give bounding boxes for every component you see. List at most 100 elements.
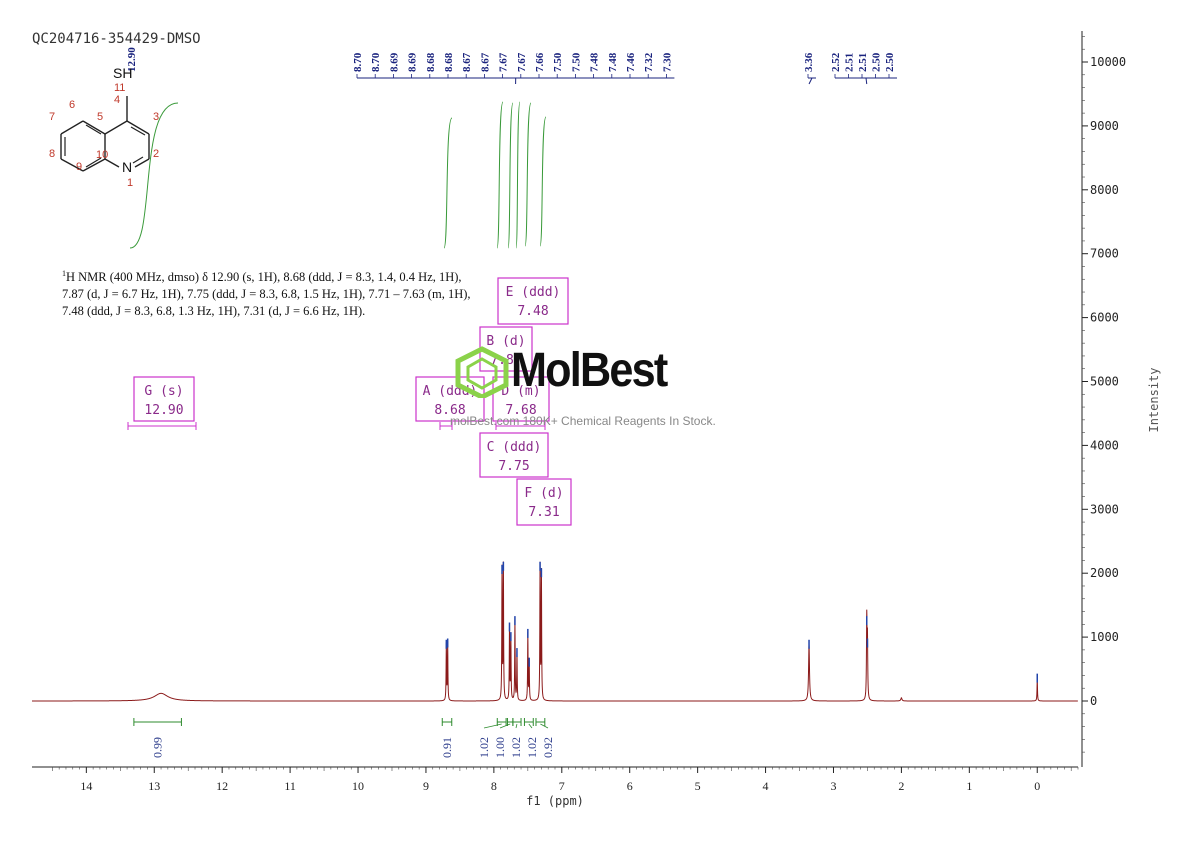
x-tick-label: 6 — [627, 779, 633, 793]
atom-number: 10 — [96, 149, 108, 161]
integral-leader — [483, 723, 502, 729]
peak-label: 8.69 — [388, 52, 400, 72]
structure-heteroatom: N — [122, 159, 132, 175]
x-tick-label: 0 — [1034, 779, 1040, 793]
multiplet-shift: 7.48 — [517, 304, 548, 319]
double-bond — [85, 157, 102, 168]
y-tick-label: 6000 — [1090, 311, 1119, 325]
x-tick-label: 14 — [80, 779, 92, 793]
multiplet-name: C (ddd) — [487, 440, 542, 455]
bond — [82, 158, 106, 172]
atom-number: 1 — [127, 177, 133, 189]
spectrum-line — [32, 561, 1078, 702]
peak-label-connector — [808, 77, 813, 85]
x-tick-label: 12 — [216, 779, 228, 793]
y-tick-label: 2000 — [1090, 566, 1119, 580]
integral-value: 0.91 — [440, 737, 454, 758]
peak-label: 7.50 — [570, 52, 582, 72]
integral-curve — [507, 102, 514, 249]
multiplet-label: D (m) 7.68 — [492, 376, 550, 430]
peak-label: 7.46 — [625, 52, 637, 72]
bond — [60, 120, 84, 135]
multiplet-name: E (ddd) — [506, 285, 561, 300]
peak-label: 8.70 — [370, 52, 382, 72]
peak-label: 2.51 — [844, 53, 856, 72]
multiplet-box — [516, 478, 572, 526]
bond — [82, 120, 106, 135]
peak-label-group-aromatic: 8.70 8.70 8.69 8.69 8.68 8.68 8.67 8.67 7.67 7.67… — [352, 52, 675, 85]
atom-number: 6 — [69, 99, 75, 111]
x-tick-label: 1 — [966, 779, 972, 793]
peak-label: 8.70 — [352, 52, 364, 72]
x-tick-label: 10 — [352, 779, 364, 793]
double-bond — [85, 124, 102, 135]
atom-number: 2 — [153, 148, 159, 160]
integral-leader — [515, 723, 518, 729]
atom-number: 4 — [114, 94, 120, 106]
multiplet-name: B (d) — [486, 334, 525, 349]
multiplet-name: D (m) — [501, 384, 540, 399]
integral-value: 0.92 — [541, 737, 555, 758]
y-tick-label: 10000 — [1090, 55, 1126, 69]
atom-number: 3 — [153, 111, 159, 123]
x-tick-label: 3 — [830, 779, 836, 793]
peak-label: 8.67 — [461, 52, 473, 72]
peak-label: 2.52 — [830, 52, 842, 72]
peak-label: 8.68 — [443, 52, 455, 72]
double-bond — [132, 156, 144, 164]
y-tick-label: 3000 — [1090, 502, 1119, 516]
peak-label-group-water: 3.36 — [803, 52, 816, 85]
x-tick-label: 2 — [898, 779, 904, 793]
molbest-logo-icon — [455, 346, 509, 398]
integral-curve — [129, 102, 179, 249]
peak-label: 2.50 — [884, 52, 896, 72]
peak-label: 7.67 — [516, 52, 528, 72]
peak-label: 7.48 — [607, 52, 619, 72]
watermark-tagline: molBest.com 180K+ Chemical Reagents In S… — [450, 414, 716, 428]
x-tick-label: 8 — [491, 779, 497, 793]
multiplet-shift: 8.68 — [434, 403, 465, 418]
atom-number: 8 — [49, 148, 55, 160]
multiplet-box — [415, 376, 485, 422]
multiplet-box — [479, 432, 549, 478]
peak-label: 7.67 — [498, 52, 510, 72]
watermark-name: MolBest — [511, 344, 668, 397]
integral-value: 1.02 — [509, 737, 523, 758]
atom-number: 11 — [114, 82, 125, 94]
peak-label: 7.32 — [643, 52, 655, 72]
integral-curve — [443, 117, 453, 249]
y-tick-label: 4000 — [1090, 438, 1119, 452]
peak-label: 8.67 — [479, 52, 491, 72]
x-tick-label: 7 — [559, 779, 565, 793]
peak-label: 7.50 — [552, 52, 564, 72]
y-tick-label: 0 — [1090, 694, 1097, 708]
peak-label: 8.69 — [407, 52, 419, 72]
y-axis-label: Intensity — [1147, 367, 1161, 432]
integral-value: 1.00 — [493, 737, 507, 758]
multiplet-label: E (ddd) 7.48 — [497, 277, 569, 325]
integral-value: 1.02 — [525, 737, 539, 758]
multiplet-shift: 7.75 — [498, 459, 529, 474]
bond — [104, 120, 128, 135]
integral-leader — [540, 723, 549, 729]
peak-label: 7.48 — [589, 52, 601, 72]
atom-number: 9 — [76, 161, 82, 173]
x-tick-label: 5 — [695, 779, 701, 793]
y-tick-label: 1000 — [1090, 630, 1119, 644]
integral-leader — [528, 723, 533, 729]
nmr-description: 1H NMR (400 MHz, dmso) δ 12.90 (s, 1H), … — [62, 269, 471, 319]
x-tick-label: 11 — [284, 779, 296, 793]
x-tick-label: 4 — [763, 779, 769, 793]
sample-id: QC204716-354429-DMSO — [32, 31, 201, 47]
integral-leader — [499, 723, 511, 729]
multiplet-shift: 12.90 — [144, 403, 183, 418]
atom-number: 7 — [49, 111, 55, 123]
peak-label: 2.51 — [857, 53, 869, 72]
multiplet-name: G (s) — [144, 384, 183, 399]
multiplet-label: C (ddd) 7.75 — [479, 432, 549, 478]
bond — [104, 158, 120, 168]
peak-label-connector — [865, 77, 868, 85]
y-tick-label: 7000 — [1090, 247, 1119, 261]
y-tick-label: 8000 — [1090, 183, 1119, 197]
multiplet-name: F (d) — [524, 486, 563, 501]
